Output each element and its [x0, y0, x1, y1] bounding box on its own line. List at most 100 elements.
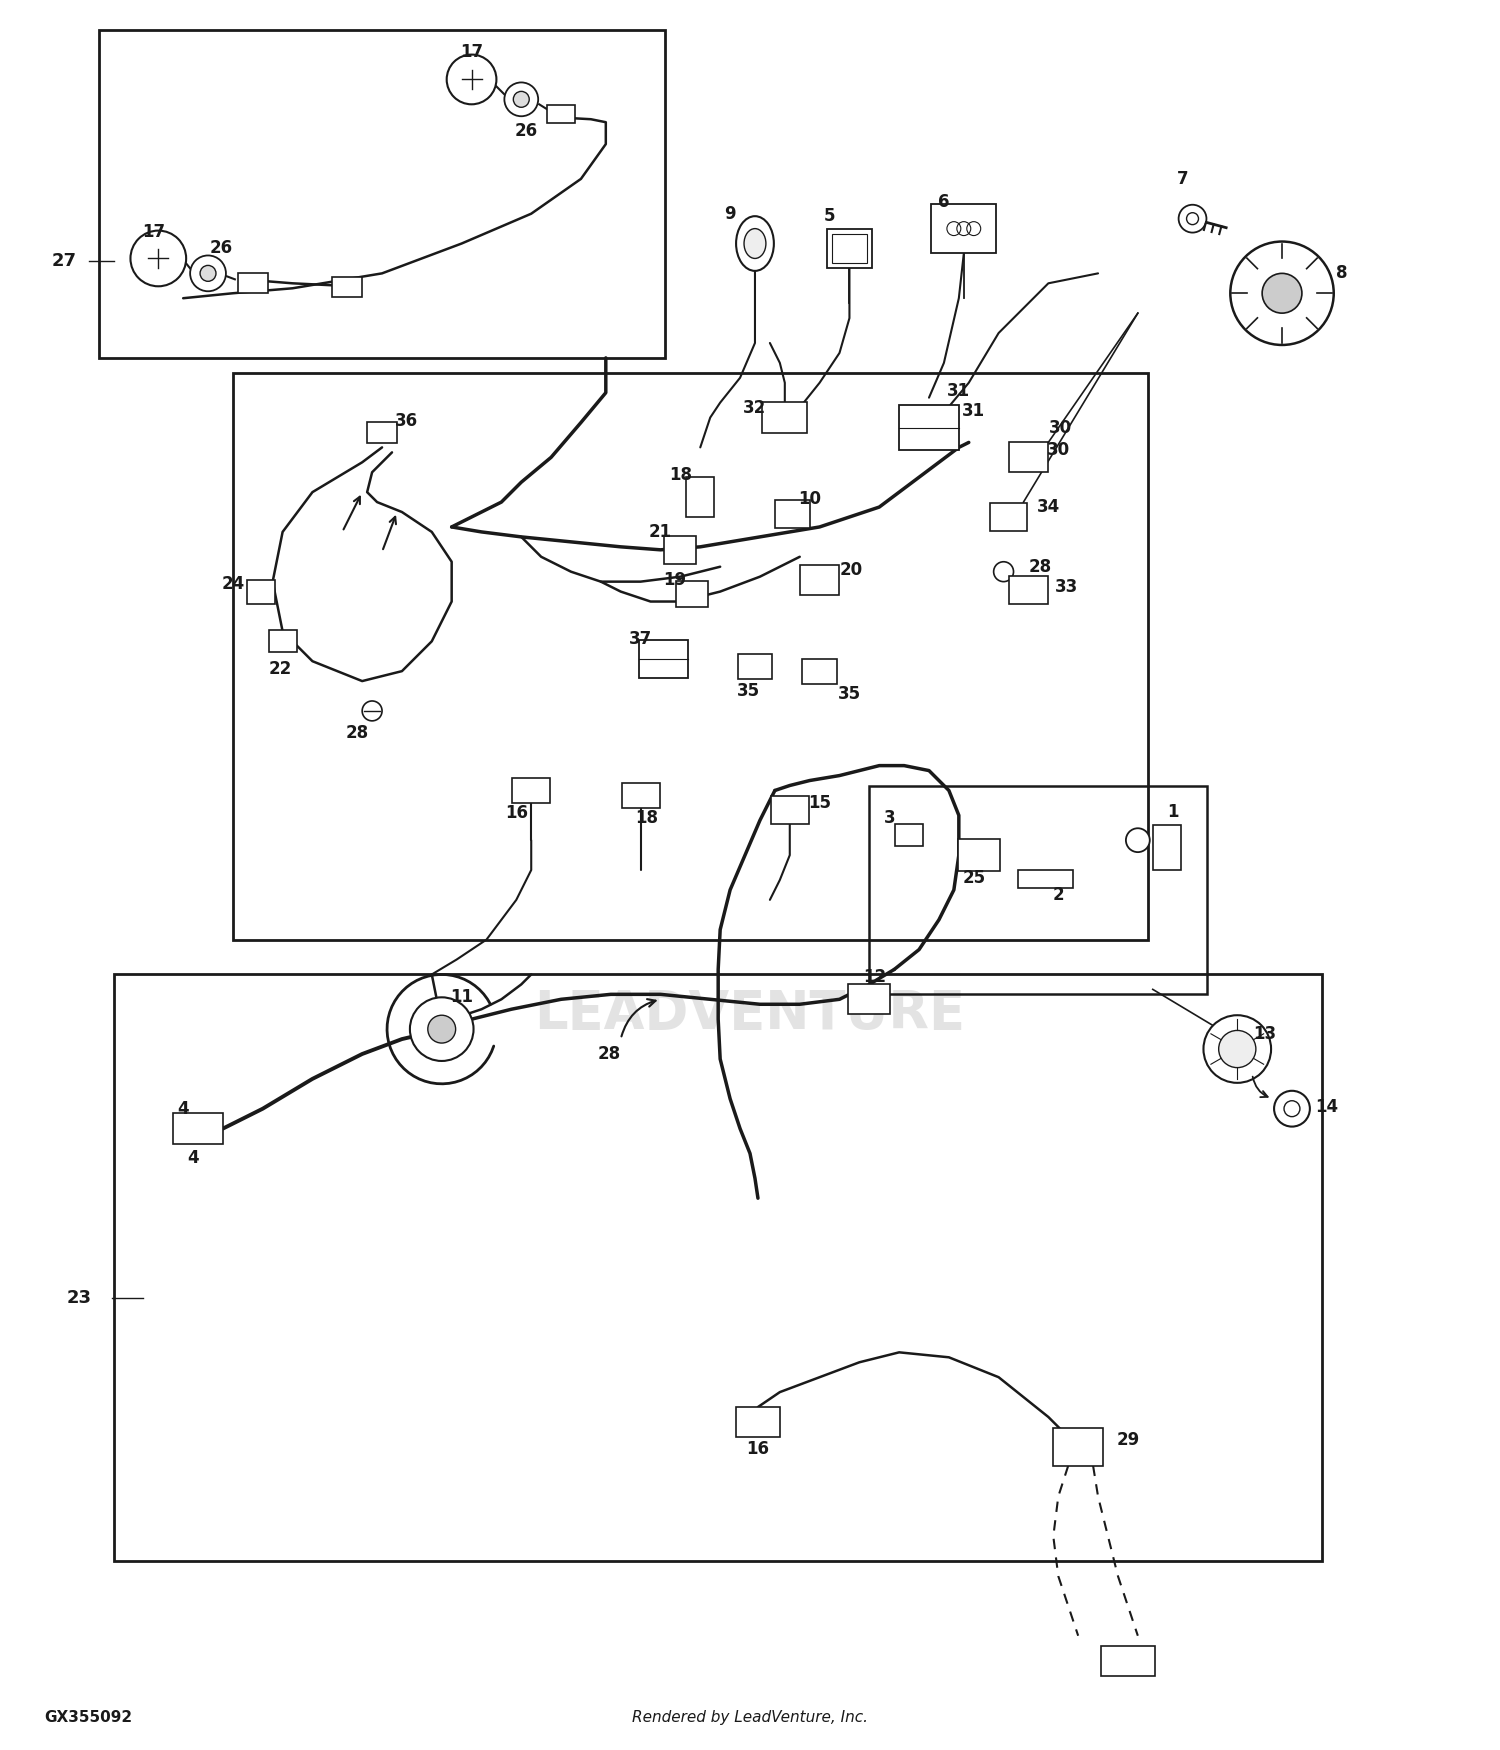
Circle shape — [447, 54, 497, 105]
Text: 20: 20 — [840, 560, 862, 579]
Text: 31: 31 — [948, 382, 970, 399]
Text: 19: 19 — [663, 570, 686, 588]
Text: 4: 4 — [177, 1099, 189, 1118]
Bar — [172, 1113, 224, 1144]
Bar — [232, 373, 1148, 940]
Text: 36: 36 — [396, 411, 418, 429]
Bar — [1008, 576, 1048, 604]
Bar — [870, 786, 1208, 994]
Text: 17: 17 — [460, 42, 483, 61]
Circle shape — [1230, 242, 1334, 345]
Text: 24: 24 — [222, 574, 245, 593]
Bar — [1008, 443, 1048, 472]
Bar — [238, 273, 267, 294]
Circle shape — [513, 91, 529, 107]
Bar — [762, 402, 807, 434]
Circle shape — [1262, 273, 1302, 313]
Bar — [735, 1407, 780, 1437]
Bar — [771, 796, 808, 824]
Circle shape — [1126, 828, 1150, 852]
Bar — [738, 654, 772, 679]
Text: 15: 15 — [808, 794, 831, 812]
Text: 23: 23 — [66, 1288, 92, 1307]
Text: 35: 35 — [736, 682, 759, 700]
Bar — [776, 500, 810, 528]
Text: 10: 10 — [798, 490, 820, 508]
Bar — [1019, 870, 1072, 887]
Bar — [639, 640, 688, 677]
Circle shape — [190, 255, 226, 290]
Bar — [1053, 1428, 1102, 1466]
Circle shape — [130, 231, 186, 287]
Bar — [1101, 1645, 1155, 1675]
Circle shape — [200, 266, 216, 282]
Bar — [99, 30, 666, 359]
Circle shape — [1203, 1015, 1270, 1083]
Bar — [802, 658, 837, 684]
Text: 28: 28 — [597, 1045, 621, 1062]
Bar — [621, 782, 660, 808]
Text: 26: 26 — [514, 123, 538, 140]
Text: 28: 28 — [1029, 558, 1051, 576]
Text: 32: 32 — [744, 399, 766, 416]
Text: 26: 26 — [210, 238, 232, 257]
Bar — [833, 233, 867, 264]
Text: 22: 22 — [268, 660, 292, 679]
Circle shape — [410, 997, 474, 1060]
Text: 16: 16 — [747, 1440, 770, 1458]
Bar — [368, 422, 398, 443]
Text: 27: 27 — [51, 252, 76, 271]
Ellipse shape — [744, 229, 766, 259]
Bar — [958, 840, 999, 872]
Text: 18: 18 — [669, 466, 692, 485]
Bar — [990, 502, 1028, 530]
Text: LEADVENTURE: LEADVENTURE — [534, 989, 966, 1040]
Text: 12: 12 — [862, 968, 886, 987]
Text: 11: 11 — [450, 989, 472, 1006]
Text: 17: 17 — [142, 222, 165, 240]
Text: 4: 4 — [188, 1150, 200, 1167]
Text: 35: 35 — [839, 684, 861, 704]
Circle shape — [362, 702, 382, 721]
Text: 6: 6 — [938, 192, 950, 210]
Bar — [800, 565, 840, 595]
Text: 9: 9 — [724, 205, 736, 222]
Bar — [248, 579, 274, 604]
Text: Rendered by LeadVenture, Inc.: Rendered by LeadVenture, Inc. — [632, 1710, 868, 1726]
Bar — [827, 229, 872, 268]
Text: 25: 25 — [962, 870, 986, 887]
Text: 7: 7 — [1178, 170, 1188, 187]
Text: 29: 29 — [1116, 1432, 1140, 1449]
Bar — [896, 824, 922, 847]
Bar — [114, 975, 1322, 1561]
Bar — [333, 276, 362, 298]
Text: 33: 33 — [1054, 578, 1078, 595]
Text: 31: 31 — [962, 401, 986, 420]
Bar — [687, 478, 714, 516]
Bar — [849, 985, 889, 1015]
Circle shape — [504, 82, 538, 116]
Text: 37: 37 — [628, 630, 652, 648]
Bar — [268, 630, 297, 653]
Text: 18: 18 — [634, 808, 658, 828]
Text: 14: 14 — [1316, 1097, 1338, 1116]
Bar — [664, 536, 696, 564]
Text: 30: 30 — [1047, 441, 1070, 458]
Text: 2: 2 — [1053, 886, 1064, 905]
Bar — [898, 406, 958, 450]
Text: 1: 1 — [1167, 803, 1179, 821]
Circle shape — [1179, 205, 1206, 233]
Bar — [1152, 826, 1180, 870]
Circle shape — [1218, 1031, 1255, 1068]
Text: 30: 30 — [1048, 418, 1072, 436]
Circle shape — [427, 1015, 456, 1043]
Text: 21: 21 — [650, 523, 672, 541]
Text: GX355092: GX355092 — [44, 1710, 132, 1726]
Bar — [676, 581, 708, 607]
Bar — [548, 105, 574, 123]
Bar — [513, 777, 550, 803]
Text: 3: 3 — [884, 808, 896, 828]
Text: 28: 28 — [345, 724, 369, 742]
Circle shape — [993, 562, 1014, 581]
Ellipse shape — [736, 217, 774, 271]
